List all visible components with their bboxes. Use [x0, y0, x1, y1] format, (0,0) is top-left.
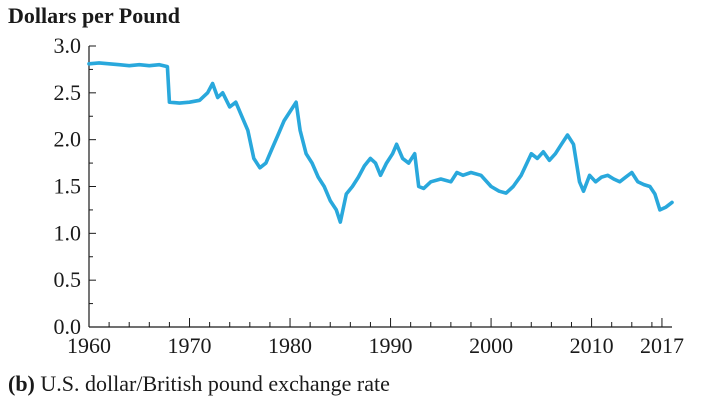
y-tick-label: 1.5: [54, 174, 82, 199]
x-tick-label: 1960: [67, 333, 111, 358]
chart-caption: (b) U.S. dollar/British pound exchange r…: [8, 372, 390, 396]
series-layer: [87, 61, 674, 224]
y-tick-label: 0.0: [54, 314, 82, 339]
y-tick-label: 2.0: [54, 127, 82, 152]
chart-title: Dollars per Pound: [8, 3, 180, 28]
x-tick-label: 1980: [268, 333, 312, 358]
x-tick-label: 1970: [168, 333, 212, 358]
caption-tag: (b): [8, 371, 35, 396]
ticks-layer: [88, 45, 663, 328]
y-tick-label: 3.0: [54, 33, 82, 58]
y-tick-label: 0.5: [54, 267, 82, 292]
tick-labels-layer: 0.0 0.5 1.0 1.5 2.0 2.5 3.0 1960 1970 1980 1990 200…: [54, 33, 684, 358]
exchange-rate-line: [87, 61, 674, 224]
x-tick-label: 2000: [469, 333, 513, 358]
x-tick-label: 2017: [640, 333, 684, 358]
x-tick-label: 1990: [369, 333, 413, 358]
caption-text: U.S. dollar/British pound exchange rate: [40, 371, 390, 396]
y-tick-label: 1.0: [54, 220, 82, 245]
x-tick-label: 2010: [570, 333, 614, 358]
y-tick-label: 2.5: [54, 80, 82, 105]
